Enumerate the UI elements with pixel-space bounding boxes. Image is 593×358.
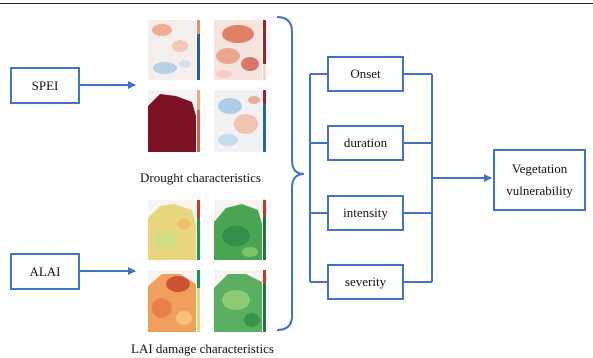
output-line-2: vulnerability (506, 183, 573, 198)
intensity-label: intensity (343, 205, 388, 220)
severity-box: severity (327, 264, 404, 300)
lai-caption: LAI damage characteristics (131, 341, 274, 356)
severity-label: severity (344, 274, 387, 289)
grouping-brace (276, 16, 305, 331)
onset-label: Onset (350, 66, 381, 81)
drought-map-4 (214, 90, 266, 152)
spei-label: SPEI (31, 77, 59, 93)
drought-caption: Drought characteristics (140, 170, 261, 185)
duration-label: duration (343, 135, 388, 150)
drought-map-1 (148, 20, 200, 80)
lai-map-3 (148, 270, 200, 332)
lai-map-2 (214, 200, 266, 260)
output-line-1: Vegetation (511, 161, 568, 176)
top-rule (0, 3, 593, 4)
lai-maps-panel (148, 200, 266, 332)
alai-label: ALAI (29, 263, 61, 279)
drought-map-2 (214, 20, 266, 80)
drought-map-3 (148, 90, 200, 152)
lai-map-4 (214, 270, 266, 332)
lai-map-1 (148, 200, 200, 260)
duration-box: duration (327, 125, 404, 161)
onset-box: Onset (327, 56, 404, 92)
vegetation-vulnerability-box: Vegetation vulnerability (493, 149, 586, 211)
drought-maps-panel (148, 20, 266, 152)
alai-box: ALAI (10, 253, 80, 290)
intensity-box: intensity (327, 195, 404, 231)
spei-box: SPEI (10, 67, 80, 104)
